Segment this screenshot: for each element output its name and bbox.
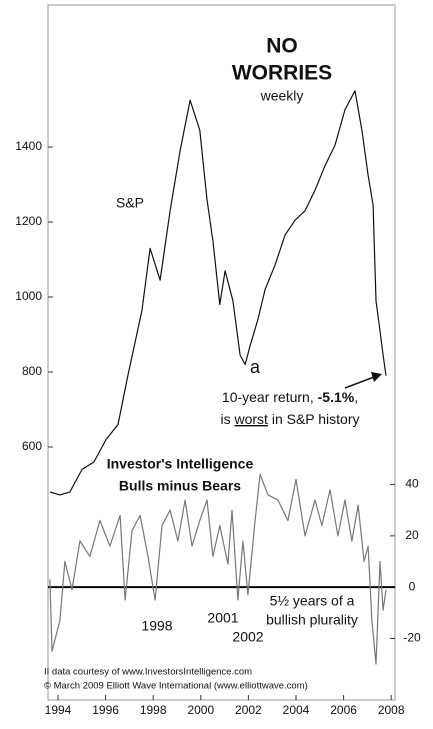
annotation: 5½ years of a bbox=[270, 593, 355, 609]
series-line bbox=[49, 473, 387, 665]
y-tick-label: 1000 bbox=[15, 289, 42, 303]
annotation: 10-year return, -5.1%, bbox=[222, 389, 358, 405]
y-tick-label: 1400 bbox=[15, 139, 42, 153]
y-tick-label: 600 bbox=[22, 439, 42, 453]
y-tick-label: 800 bbox=[22, 364, 42, 378]
x-tick-label: 2006 bbox=[330, 703, 357, 717]
x-tick-label: 1998 bbox=[140, 703, 167, 717]
annotation: bullish plurality bbox=[266, 612, 358, 628]
chart-title: NO bbox=[266, 35, 298, 58]
series-line bbox=[49, 90, 387, 496]
annotation: a bbox=[250, 357, 261, 377]
series-label: S&P bbox=[116, 195, 144, 211]
x-tick-label: 2004 bbox=[283, 703, 310, 717]
annotation-part: , bbox=[354, 389, 358, 405]
y2-tick-label: 0 bbox=[409, 579, 416, 593]
series-label: Investor's Intelligence bbox=[107, 456, 254, 472]
x-tick-label: 1994 bbox=[45, 703, 72, 717]
arrow-head bbox=[371, 372, 382, 382]
y2-tick-label: 40 bbox=[405, 477, 419, 491]
arrow bbox=[344, 376, 375, 389]
annotation: 2001 bbox=[207, 610, 238, 626]
footer: II data courtesy of www.InvestorsIntelli… bbox=[44, 667, 252, 678]
annotation: 2002 bbox=[232, 629, 263, 645]
y2-tick-label: 20 bbox=[405, 528, 419, 542]
annotation-part: -5.1% bbox=[318, 389, 355, 405]
chart-title: WORRIES bbox=[232, 62, 332, 85]
x-tick-label: 2002 bbox=[235, 703, 262, 717]
footer: © March 2009 Elliott Wave International … bbox=[44, 681, 308, 692]
annotation: 1998 bbox=[141, 618, 172, 634]
chart-subtitle: weekly bbox=[260, 88, 304, 104]
annotation-part: 10-year return, bbox=[222, 389, 318, 405]
x-tick-label: 2008 bbox=[378, 703, 405, 717]
y-tick-label: 1200 bbox=[15, 214, 42, 228]
series-label: Bulls minus Bears bbox=[119, 478, 241, 494]
annotation: is worst in S&P history bbox=[220, 411, 359, 427]
x-tick-label: 1996 bbox=[92, 703, 119, 717]
annotation-part: in S&P history bbox=[268, 411, 360, 427]
x-tick-label: 2000 bbox=[187, 703, 214, 717]
plot-frame bbox=[47, 4, 396, 701]
y2-tick-label: -20 bbox=[403, 631, 421, 645]
annotation-part: is bbox=[220, 411, 234, 427]
annotation-part: worst bbox=[233, 411, 268, 427]
